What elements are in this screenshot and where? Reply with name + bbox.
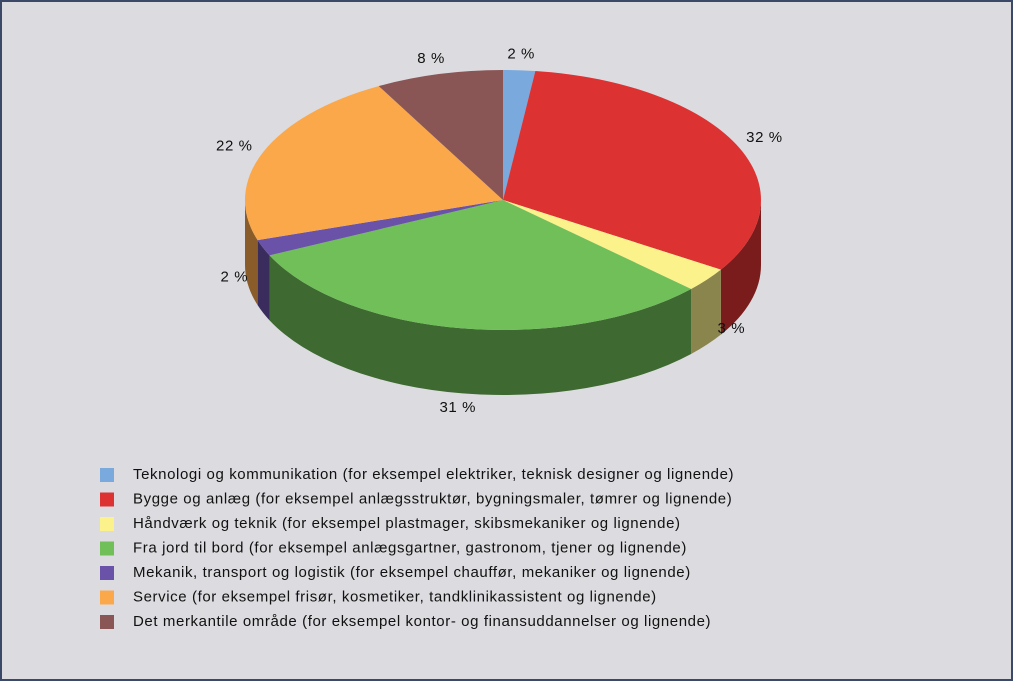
pie-side — [245, 200, 258, 306]
data-label: 2 % — [221, 268, 249, 285]
pie-slice — [503, 71, 762, 270]
legend-label: Mekanik, transport og logistik (for ekse… — [133, 564, 691, 581]
pie-side — [691, 269, 721, 354]
legend-swatch — [100, 541, 114, 556]
pie-side — [269, 255, 692, 395]
legend-swatch — [100, 615, 114, 629]
legend-swatch — [100, 492, 114, 507]
pie-side — [257, 240, 270, 321]
legend-label: Det merkantile område (for eksempel kont… — [133, 613, 711, 630]
pie-slice — [503, 70, 536, 200]
data-label: 32 % — [746, 129, 783, 146]
legend-swatch — [100, 517, 114, 531]
pie-slice — [269, 200, 692, 330]
legend-label: Håndværk og teknik (for eksempel plastma… — [133, 515, 681, 532]
data-label: 22 % — [216, 137, 253, 154]
legend-label: Bygge og anlæg (for eksempel anlægsstruk… — [133, 490, 732, 507]
legend-swatch — [100, 590, 114, 605]
data-label: 3 % — [717, 320, 745, 337]
pie-slice — [244, 86, 503, 241]
legend-label: Fra jord til bord (for eksempel anlægsga… — [133, 539, 687, 556]
legend-swatch — [100, 468, 114, 482]
data-label: 31 % — [439, 399, 476, 416]
data-label: 2 % — [507, 46, 535, 63]
pie-slice — [378, 70, 503, 200]
legend-swatch — [100, 566, 114, 580]
pie-side — [720, 200, 761, 335]
data-label: 8 % — [417, 50, 445, 67]
pie-slice — [503, 200, 721, 289]
pie-slice — [257, 200, 503, 256]
legend-label: Service (for eksempel frisør, kosmetiker… — [133, 588, 657, 605]
legend-label: Teknologi og kommunikation (for eksempel… — [133, 466, 734, 483]
